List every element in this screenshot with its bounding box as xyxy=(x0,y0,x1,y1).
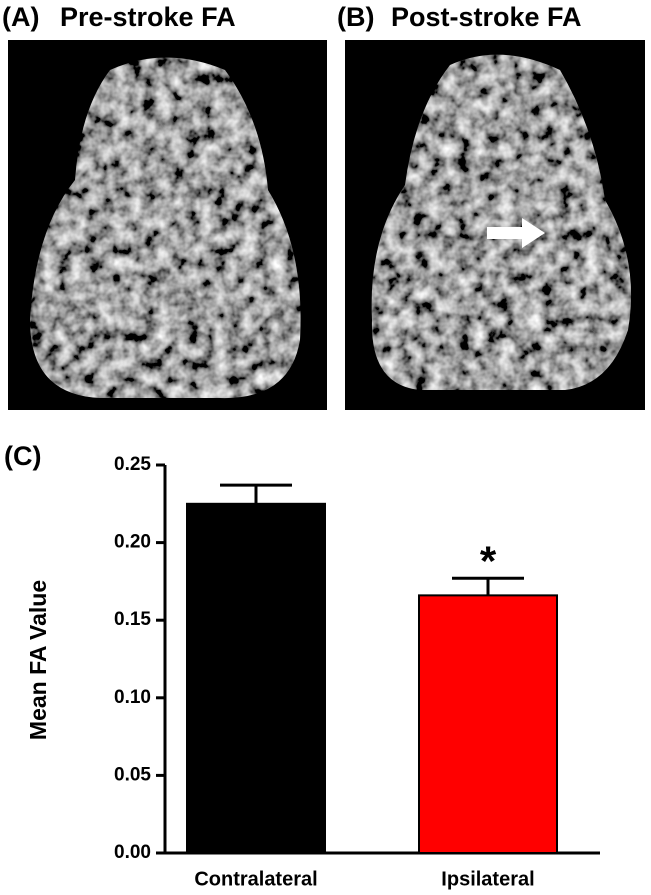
y-tick-label: 0.05 xyxy=(114,764,151,785)
y-tick-label: 0.00 xyxy=(114,842,151,863)
bar xyxy=(418,594,558,854)
y-tick-label: 0.10 xyxy=(114,687,151,708)
panel-label: (B) xyxy=(337,2,374,32)
brain-scan xyxy=(371,54,632,391)
annotation: * xyxy=(480,537,497,584)
panel-label: (C) xyxy=(4,441,41,471)
bar xyxy=(186,502,326,854)
y-tick-label: 0.20 xyxy=(114,532,151,553)
x-tick-label: Ipsilateral xyxy=(441,868,534,890)
y-axis-label: Mean FA Value xyxy=(25,580,51,740)
panel-title: Pre-stroke FA xyxy=(60,2,236,32)
y-tick-label: 0.25 xyxy=(114,454,151,475)
panel-title: Post-stroke FA xyxy=(391,2,582,32)
panel-label: (A) xyxy=(2,2,39,32)
y-tick-label: 0.15 xyxy=(114,609,151,630)
x-tick-label: Contralateral xyxy=(194,868,317,890)
arrow xyxy=(487,218,545,248)
brain-scan xyxy=(30,57,301,399)
